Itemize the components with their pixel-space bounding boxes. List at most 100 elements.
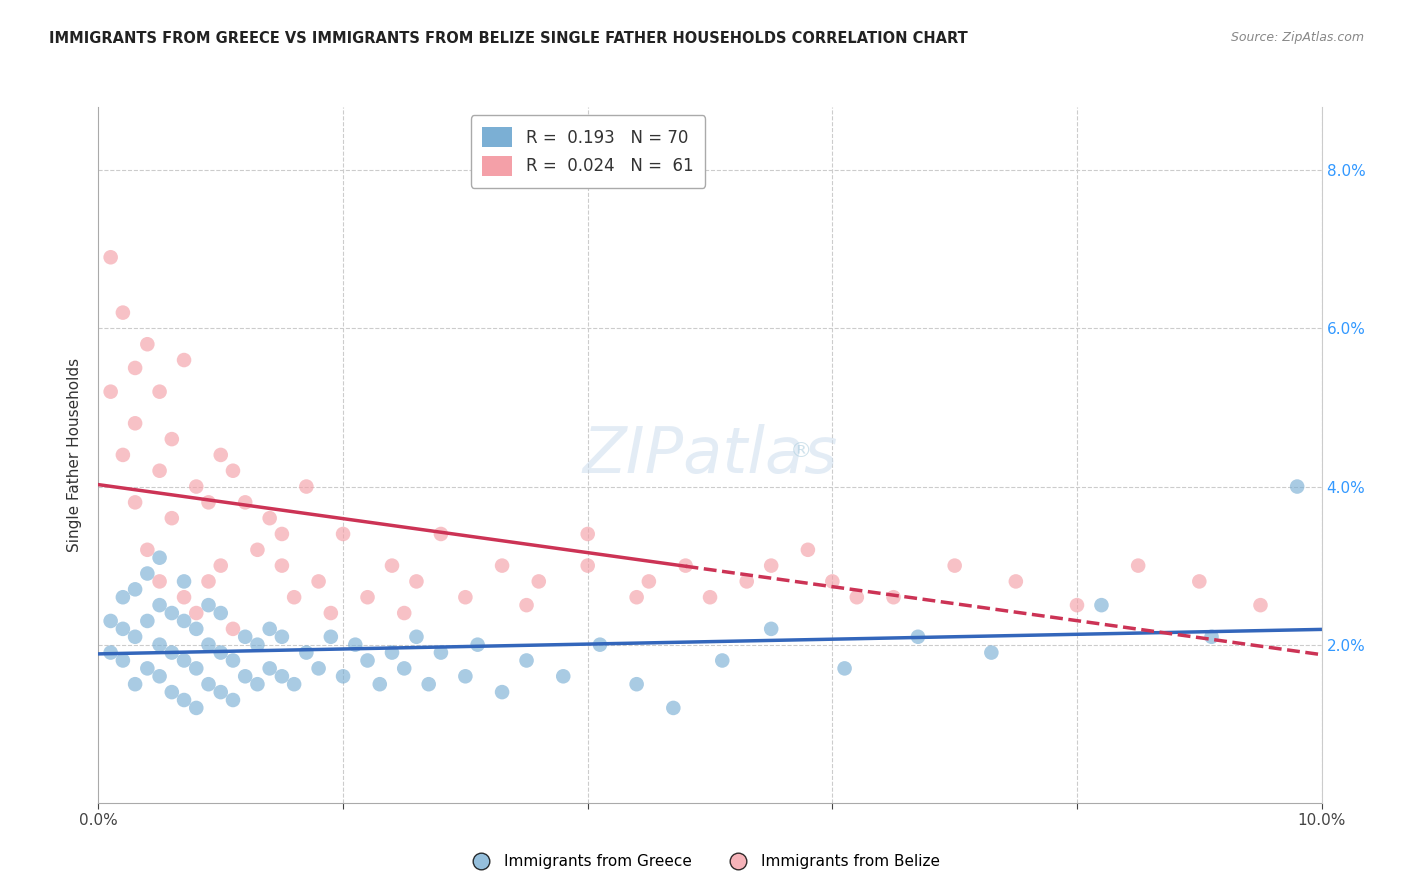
Point: [259, 511, 281, 525]
Text: ®: ®: [790, 442, 811, 461]
Point: [173, 653, 195, 667]
Point: [418, 677, 440, 691]
Point: [576, 527, 599, 541]
Point: [209, 558, 232, 573]
Point: [160, 646, 183, 660]
Point: [883, 591, 905, 605]
Point: [1286, 479, 1309, 493]
Point: [149, 464, 172, 478]
Point: [136, 614, 159, 628]
Point: [735, 574, 758, 589]
Point: [149, 598, 172, 612]
Point: [332, 669, 354, 683]
Point: [1201, 630, 1223, 644]
Text: Source: ZipAtlas.com: Source: ZipAtlas.com: [1230, 31, 1364, 45]
Point: [943, 558, 966, 573]
Point: [1090, 598, 1112, 612]
Point: [111, 305, 134, 319]
Point: [149, 638, 172, 652]
Point: [454, 591, 477, 605]
Point: [233, 495, 256, 509]
Point: [332, 527, 354, 541]
Point: [834, 661, 856, 675]
Point: [308, 574, 330, 589]
Point: [186, 479, 208, 493]
Point: [186, 661, 208, 675]
Legend: R =  0.193   N = 70, R =  0.024   N =  61: R = 0.193 N = 70, R = 0.024 N = 61: [471, 115, 704, 187]
Point: [1066, 598, 1088, 612]
Point: [430, 646, 453, 660]
Point: [173, 693, 195, 707]
Point: [1249, 598, 1271, 612]
Point: [186, 701, 208, 715]
Point: [270, 527, 292, 541]
Point: [1128, 558, 1150, 573]
Point: [124, 582, 146, 597]
Point: [516, 653, 538, 667]
Point: [173, 353, 195, 368]
Point: [553, 669, 575, 683]
Point: [283, 591, 305, 605]
Point: [589, 638, 612, 652]
Point: [100, 614, 122, 628]
Point: [136, 661, 159, 675]
Point: [319, 606, 342, 620]
Point: [392, 661, 416, 675]
Point: [136, 337, 159, 351]
Point: [381, 646, 404, 660]
Point: [527, 574, 550, 589]
Point: [907, 630, 929, 644]
Point: [124, 630, 146, 644]
Point: [405, 574, 427, 589]
Point: [259, 622, 281, 636]
Point: [283, 677, 305, 691]
Point: [197, 574, 219, 589]
Point: [759, 622, 782, 636]
Point: [368, 677, 391, 691]
Y-axis label: Single Father Households: Single Father Households: [67, 358, 83, 552]
Point: [222, 653, 245, 667]
Point: [209, 606, 232, 620]
Point: [173, 574, 195, 589]
Point: [173, 591, 195, 605]
Point: [111, 653, 134, 667]
Point: [111, 622, 134, 636]
Point: [233, 630, 256, 644]
Point: [759, 558, 782, 573]
Point: [149, 384, 172, 399]
Point: [246, 677, 269, 691]
Point: [344, 638, 367, 652]
Point: [980, 646, 1002, 660]
Point: [160, 685, 183, 699]
Point: [295, 479, 318, 493]
Point: [136, 542, 159, 557]
Text: ZIPatlas: ZIPatlas: [582, 424, 838, 486]
Point: [197, 677, 219, 691]
Point: [319, 630, 342, 644]
Point: [100, 384, 122, 399]
Point: [270, 558, 292, 573]
Point: [454, 669, 477, 683]
Point: [124, 360, 146, 375]
Point: [662, 701, 685, 715]
Point: [392, 606, 416, 620]
Point: [222, 622, 245, 636]
Point: [308, 661, 330, 675]
Point: [270, 630, 292, 644]
Point: [797, 542, 820, 557]
Point: [111, 448, 134, 462]
Point: [197, 598, 219, 612]
Point: [186, 622, 208, 636]
Point: [491, 685, 513, 699]
Point: [124, 677, 146, 691]
Point: [160, 511, 183, 525]
Point: [149, 550, 172, 565]
Point: [381, 558, 404, 573]
Point: [186, 606, 208, 620]
Point: [100, 646, 122, 660]
Point: [222, 693, 245, 707]
Point: [246, 542, 269, 557]
Point: [149, 669, 172, 683]
Point: [124, 417, 146, 431]
Point: [197, 495, 219, 509]
